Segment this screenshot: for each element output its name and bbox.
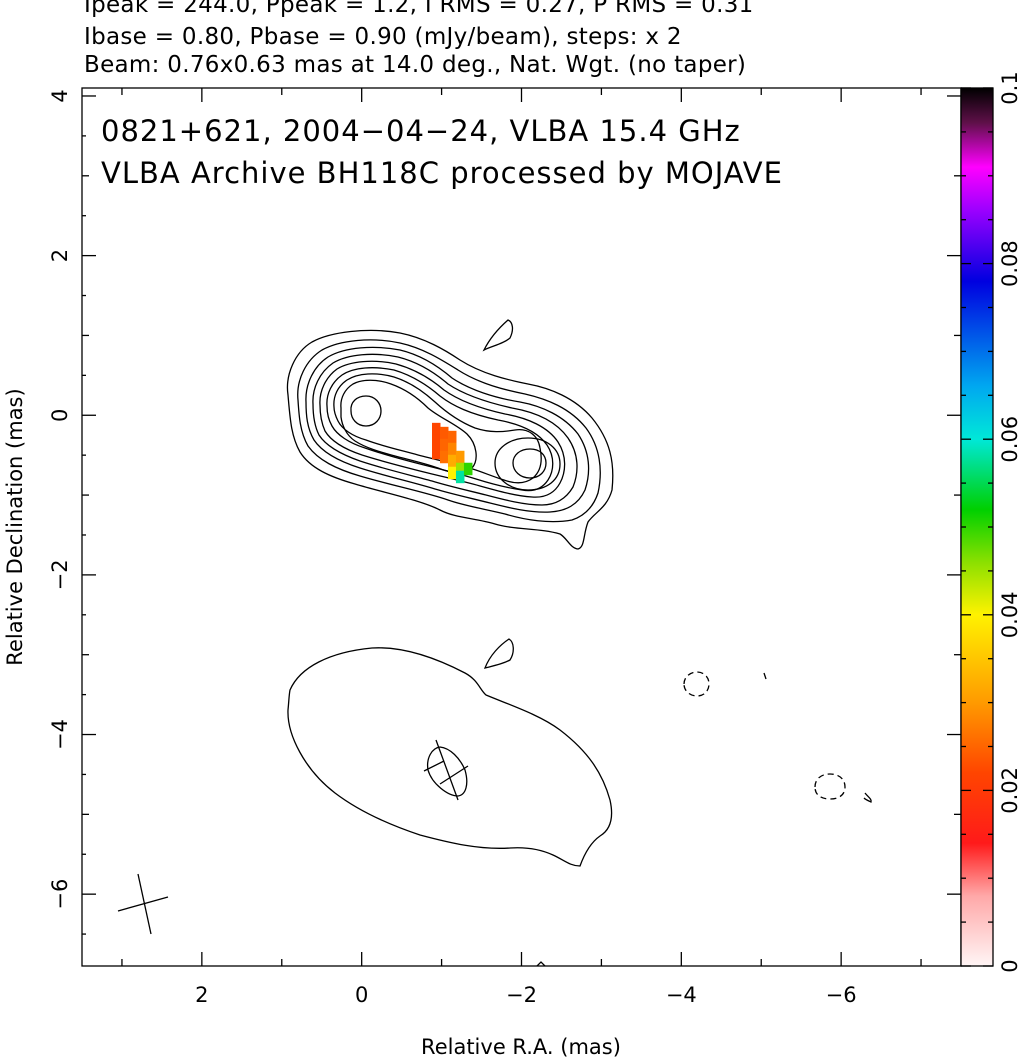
polarization-pixel (432, 423, 440, 435)
annotation-processing-line: VLBA Archive BH118C processed by MOJAVE (101, 156, 783, 190)
plot-frame (82, 88, 961, 966)
polarization-pixel (448, 467, 456, 479)
y-tick-label: −4 (48, 719, 72, 750)
y-tick-label: −2 (48, 559, 72, 590)
contour-p-tiny-mark (764, 673, 766, 679)
x-tick-label: 0 (355, 983, 368, 1007)
colorbar-tick-label: 0.04 (998, 591, 1021, 638)
contour-p-dashed-2 (815, 774, 845, 799)
contour-i-core-level-9 (351, 396, 381, 426)
axis-ticks (82, 88, 993, 966)
contour-p-tiny-hook (864, 793, 871, 802)
polarization-vector-3 (440, 766, 468, 784)
x-tick-label: 2 (195, 983, 208, 1007)
polarization-pixel (464, 463, 472, 475)
annotation-source-line: 0821+621, 2004−04−24, VLBA 15.4 GHz (101, 114, 741, 148)
colorbar-tick-label: 0.02 (998, 767, 1021, 814)
colorbar-tick-label: 0 (998, 959, 1021, 972)
x-tick-label: −2 (506, 983, 537, 1007)
colorbar-tick-label: 0.06 (998, 416, 1021, 463)
colorbar-tick-label: 0.1 (998, 71, 1021, 104)
polarization-pixel (456, 471, 464, 483)
contour-p-lower-blob (485, 639, 513, 668)
y-tick-label: −6 (48, 879, 72, 910)
y-tick-label: 4 (48, 89, 72, 102)
y-tick-label: 2 (48, 249, 72, 262)
colorbar-tick-label: 0.08 (998, 240, 1021, 287)
polarization-pixel (448, 455, 456, 467)
polarization-color-layer (432, 423, 472, 483)
polarization-pixel (432, 447, 440, 459)
polarization-pixel (448, 443, 456, 455)
polarization-pixel (456, 451, 464, 463)
axis-tick-labels: 2 0 −2 −4 −6 4 2 0 −2 −4 −6 0 0.02 0.04 0.06 0.08 0.1 (48, 71, 1021, 1007)
polarization-pixel (448, 431, 456, 443)
contour-i-level-2 (298, 340, 601, 522)
contour-p-dashed-1 (684, 672, 709, 696)
contour-i-secondary-ring-1 (495, 438, 560, 490)
polarization-pixel (432, 435, 440, 447)
x-axis-label: Relative R.A. (mas) (421, 1035, 621, 1059)
y-axis-label: Relative Declination (mas) (3, 388, 27, 665)
x-tick-label: −6 (826, 983, 857, 1007)
polarization-pixel (440, 439, 448, 451)
x-tick-label: −4 (666, 983, 697, 1007)
contour-i-blob-upper (484, 320, 512, 350)
polarization-pixel (440, 427, 448, 439)
polarization-pixel (440, 451, 448, 463)
y-tick-label: 0 (48, 409, 72, 422)
contour-p-lower-main (288, 648, 612, 866)
